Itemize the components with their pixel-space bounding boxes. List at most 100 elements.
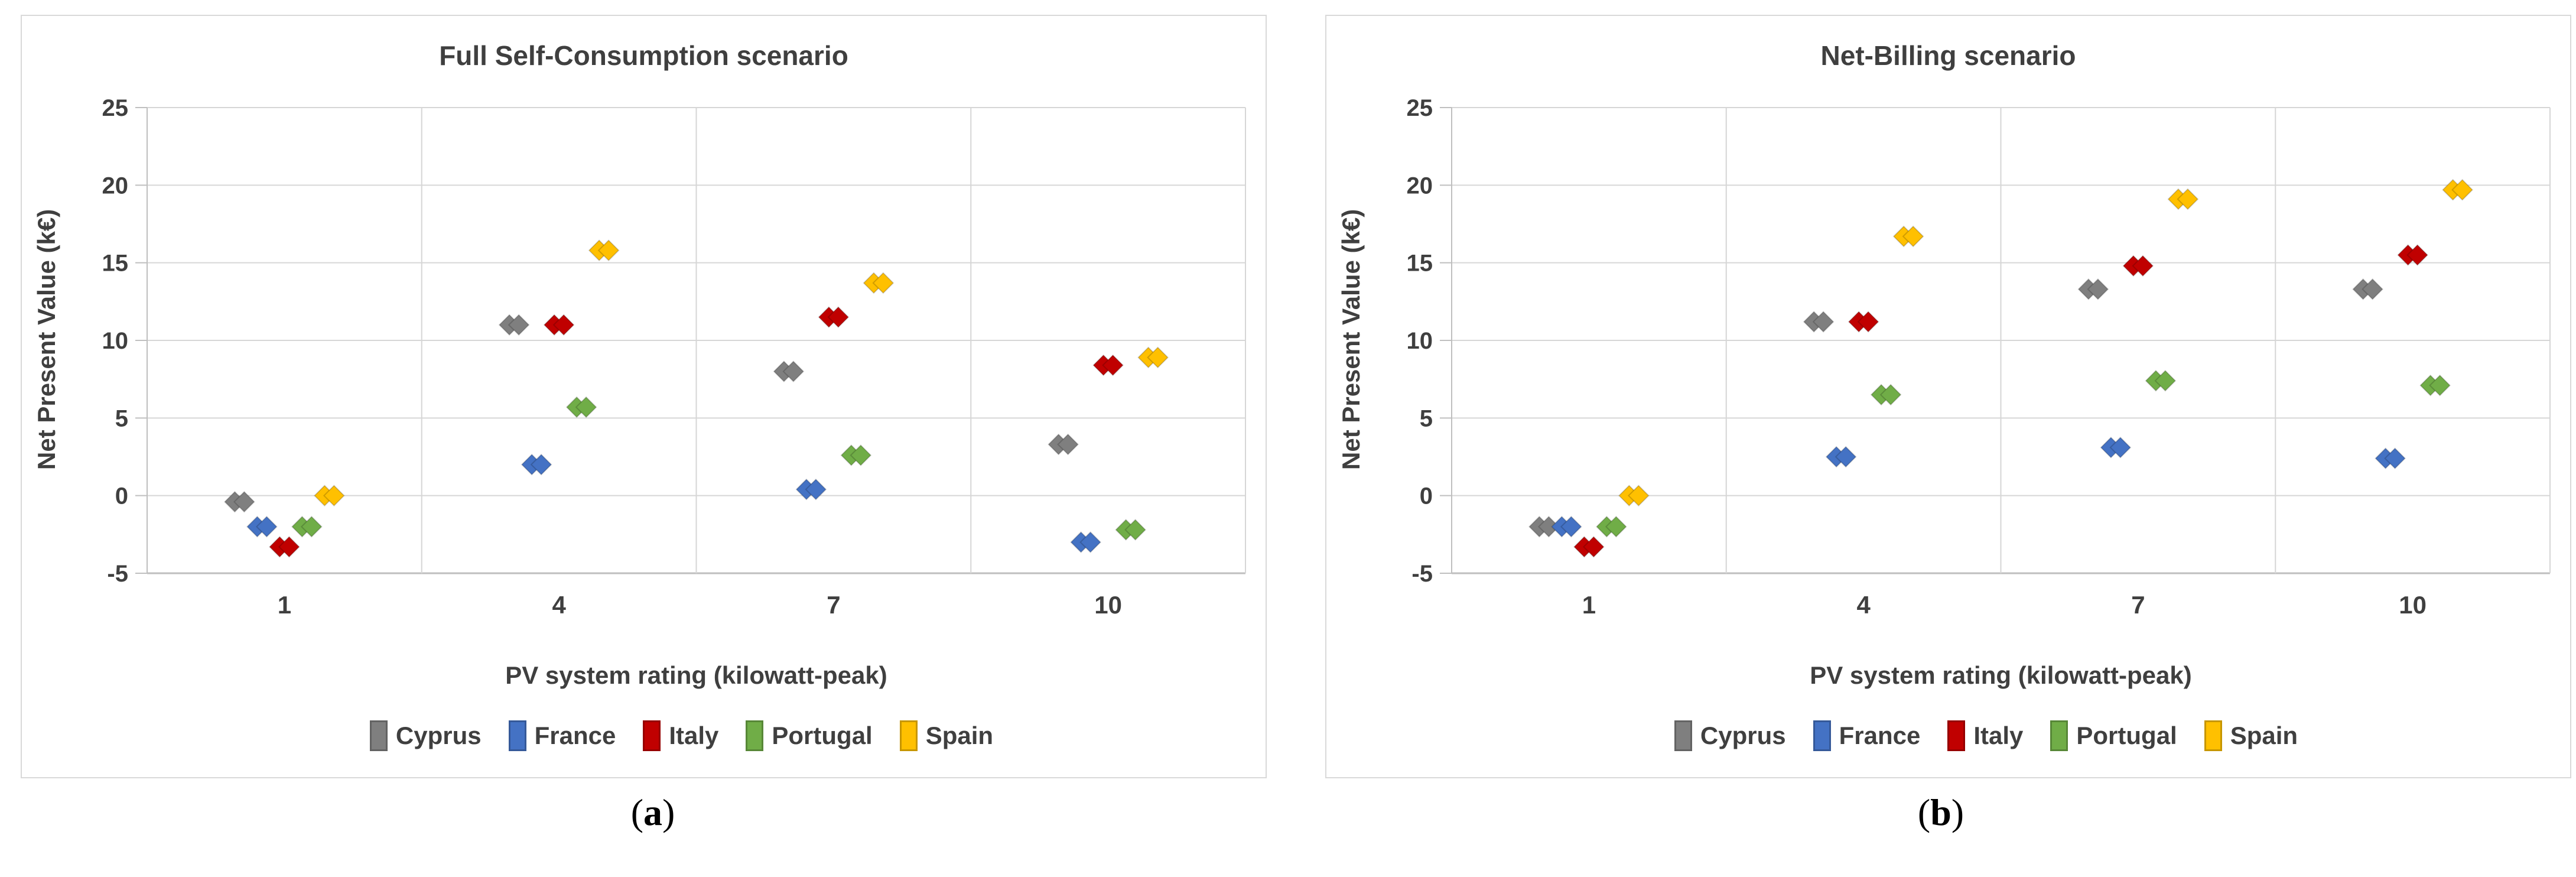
marker-cyprus-1	[223, 491, 255, 513]
chart-title: Net-Billing scenario	[1820, 40, 2076, 71]
y-tick-label-25: 25	[102, 95, 129, 121]
legend-swatch-spain	[2204, 720, 2222, 751]
y-tick-label-5: 5	[1420, 405, 1433, 431]
marker-spain-4	[588, 239, 620, 262]
legend-swatch-france	[508, 720, 526, 751]
marker-portugal-4	[1870, 384, 1902, 406]
x-category-label-7: 7	[2131, 591, 2145, 619]
marker-france-7	[2100, 436, 2132, 459]
marker-spain-4	[1892, 225, 1924, 248]
legend-label: Portugal	[772, 722, 873, 749]
x-category-label-1: 1	[278, 591, 291, 619]
marker-portugal-10	[2419, 374, 2451, 397]
marker-france-10	[2375, 447, 2406, 470]
marker-cyprus-4	[1803, 311, 1835, 333]
marker-portugal-4	[565, 396, 597, 418]
legend-item-portugal: Portugal	[746, 720, 873, 751]
marker-portugal-7	[2145, 369, 2177, 392]
legend-item-spain: Spain	[2204, 720, 2298, 751]
marker-portugal-10	[1115, 519, 1147, 541]
y-tick-label-20: 20	[102, 173, 129, 199]
marker-france-10	[1070, 531, 1102, 553]
legend-item-cyprus: Cyprus	[1674, 720, 1786, 751]
marker-portugal-1	[291, 515, 323, 538]
marker-cyprus-1	[1528, 515, 1560, 538]
legend-swatch-cyprus	[369, 720, 388, 751]
legend-item-france: France	[508, 720, 616, 751]
marker-portugal-1	[1595, 515, 1627, 538]
x-axis-title: PV system rating (kilowatt-peak)	[1810, 661, 2192, 689]
y-tick-label--5: -5	[1411, 561, 1433, 587]
marker-spain-1	[313, 485, 345, 507]
legend-label: Cyprus	[1700, 722, 1786, 749]
legend-item-italy: Italy	[643, 720, 718, 751]
marker-france-7	[795, 478, 827, 501]
x-category-label-4: 4	[552, 591, 566, 619]
marker-italy-7	[2122, 255, 2154, 277]
legend-swatch-italy	[1947, 720, 1966, 751]
legend-swatch-france	[1813, 720, 1831, 751]
x-category-label-7: 7	[827, 591, 840, 619]
marker-italy-1	[268, 535, 300, 558]
marker-italy-1	[1573, 535, 1605, 558]
legend-item-portugal: Portugal	[2050, 720, 2177, 751]
legend-label: France	[534, 722, 616, 749]
x-category-label-10: 10	[2399, 591, 2427, 619]
figure-captions: (a) (b)	[0, 791, 2576, 834]
marker-italy-7	[818, 306, 850, 329]
legend-item-italy: Italy	[1947, 720, 2023, 751]
legend-swatch-spain	[899, 720, 918, 751]
marker-cyprus-10	[2352, 278, 2384, 300]
caption-letter: a	[643, 791, 662, 833]
marker-italy-10	[2397, 244, 2429, 266]
legend-label: Spain	[2230, 722, 2298, 749]
marker-france-4	[521, 453, 552, 476]
chart-panel-full-self-consumption: Full Self-Consumption scenario Net Prese…	[21, 15, 1267, 778]
scatter-plot-area: -5 0 5 10 15 20 25 1 4 7 10	[1407, 95, 2551, 619]
y-tick-label-0: 0	[1420, 483, 1433, 509]
legend-label: Cyprus	[395, 722, 482, 749]
legend-label: Spain	[925, 722, 994, 749]
y-tick-label-15: 15	[102, 251, 129, 277]
scatter-plot-area: -5 0 5 10 15 20 25 1 4 7 10	[102, 95, 1246, 619]
marker-cyprus-7	[773, 360, 805, 382]
legend-swatch-portugal	[746, 720, 764, 751]
y-tick-label-10: 10	[102, 328, 129, 354]
legend: Cyprus France Italy Portugal Spain	[1422, 720, 2550, 751]
legend-swatch-italy	[643, 720, 661, 751]
y-tick-label-0: 0	[115, 483, 128, 509]
marker-italy-4	[1848, 311, 1879, 333]
chart-panel-net-billing: Net-Billing scenario Net Present Value (…	[1325, 15, 2571, 778]
marker-spain-1	[1618, 485, 1650, 507]
legend-label: Italy	[669, 722, 719, 749]
marker-italy-10	[1092, 354, 1124, 376]
x-category-label-1: 1	[1582, 591, 1596, 619]
marker-italy-4	[543, 314, 575, 336]
legend-item-cyprus: Cyprus	[369, 720, 482, 751]
y-tick-label-15: 15	[1407, 251, 1433, 277]
marker-france-1	[1550, 515, 1582, 538]
marker-spain-7	[2167, 188, 2199, 210]
marker-spain-7	[863, 272, 895, 294]
legend-label: Italy	[1973, 722, 2024, 749]
y-tick-label-20: 20	[1407, 173, 1433, 199]
marker-france-1	[246, 515, 278, 538]
marker-cyprus-7	[2077, 278, 2109, 300]
y-tick-label-10: 10	[1407, 328, 1433, 354]
marker-cyprus-10	[1048, 433, 1079, 456]
y-tick-label--5: -5	[107, 561, 128, 587]
x-axis-title: PV system rating (kilowatt-peak)	[505, 661, 887, 689]
marker-france-4	[1825, 446, 1857, 468]
marker-cyprus-4	[498, 314, 530, 336]
marker-spain-10	[1137, 346, 1169, 369]
legend-item-spain: Spain	[899, 720, 994, 751]
y-tick-label-25: 25	[1407, 95, 1433, 121]
legend-swatch-cyprus	[1674, 720, 1692, 751]
legend-swatch-portugal	[2050, 720, 2068, 751]
caption-b: (b)	[1917, 791, 1964, 833]
legend-item-france: France	[1813, 720, 1921, 751]
legend-label: France	[1839, 722, 1921, 749]
marker-spain-10	[2442, 178, 2474, 201]
marker-portugal-7	[840, 444, 872, 466]
legend-label: Portugal	[2076, 722, 2177, 749]
